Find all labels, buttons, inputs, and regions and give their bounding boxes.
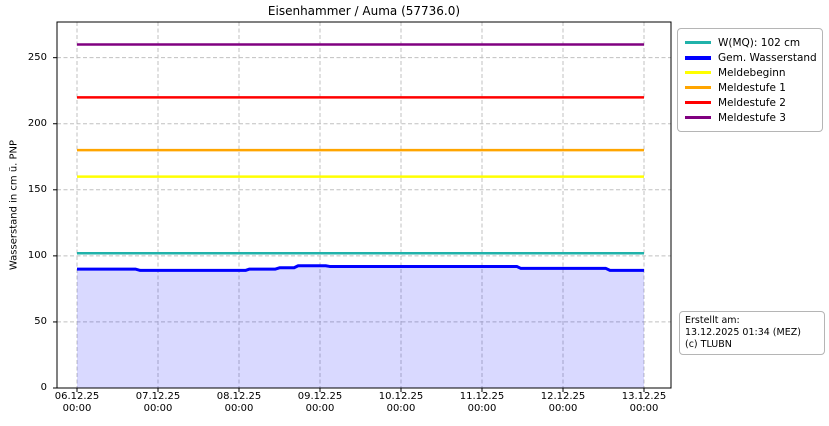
- legend-label: Meldestufe 3: [718, 111, 786, 124]
- legend-item-meldestufe-1: Meldestufe 1: [685, 80, 816, 95]
- legend-line-swatch: [685, 86, 711, 89]
- y-tick-label: 250: [27, 51, 47, 63]
- legend-item-w-mq-102-cm: W(MQ): 102 cm: [685, 35, 816, 50]
- legend-item-meldestufe-2: Meldestufe 2: [685, 95, 816, 110]
- legend-label: Meldebeginn: [718, 66, 786, 79]
- y-tick-label: 0: [40, 382, 47, 393]
- x-tick-label: 10.12.25 00:00: [378, 391, 424, 414]
- legend-label: Meldestufe 2: [718, 96, 786, 109]
- plot-frame: [56, 21, 672, 389]
- y-tick-label: 100: [27, 249, 47, 261]
- legend-label: Gem. Wasserstand: [718, 51, 817, 64]
- chart-title: Eisenhammer / Auma (57736.0): [267, 4, 461, 18]
- info-line-timestamp: 13.12.2025 01:34 (MEZ): [685, 327, 801, 338]
- legend-item-meldestufe-3: Meldestufe 3: [685, 110, 816, 125]
- legend-line-swatch: [685, 116, 711, 119]
- legend-line-swatch: [685, 101, 711, 104]
- water-level-area: [77, 265, 644, 388]
- legend-line-swatch: [685, 71, 711, 74]
- x-tick-label: 11.12.25 00:00: [459, 391, 505, 414]
- legend-label: Meldestufe 1: [718, 81, 786, 94]
- line-gem-wasserstand: [77, 264, 644, 272]
- legend-item-meldebeginn: Meldebeginn: [685, 65, 816, 80]
- info-box: Erstellt am: 13.12.2025 01:34 (MEZ) (c) …: [679, 311, 825, 355]
- legend-item-gem-wasserstand: Gem. Wasserstand: [685, 50, 817, 65]
- x-tick-label: 09.12.25 00:00: [297, 391, 343, 414]
- legend-label: W(MQ): 102 cm: [718, 36, 801, 49]
- x-tick-label: 08.12.25 00:00: [216, 391, 262, 414]
- y-tick-label: 50: [34, 315, 47, 327]
- info-line-copyright: (c) TLUBN: [685, 339, 732, 350]
- legend-line-swatch: [685, 55, 711, 60]
- x-tick-label: 12.12.25 00:00: [540, 391, 586, 414]
- x-tick-label: 07.12.25 00:00: [135, 391, 181, 414]
- x-tick-label: 13.12.25 00:00: [621, 391, 667, 414]
- info-line-created-label: Erstellt am:: [685, 315, 740, 326]
- y-tick-label: 150: [27, 183, 47, 195]
- legend-line-swatch: [685, 41, 711, 44]
- legend: W(MQ): 102 cm Gem. Wasserstand Meldebeginn…: [677, 28, 823, 132]
- y-tick-label: 200: [27, 117, 47, 129]
- x-tick-label: 06.12.25 00:00: [54, 391, 100, 414]
